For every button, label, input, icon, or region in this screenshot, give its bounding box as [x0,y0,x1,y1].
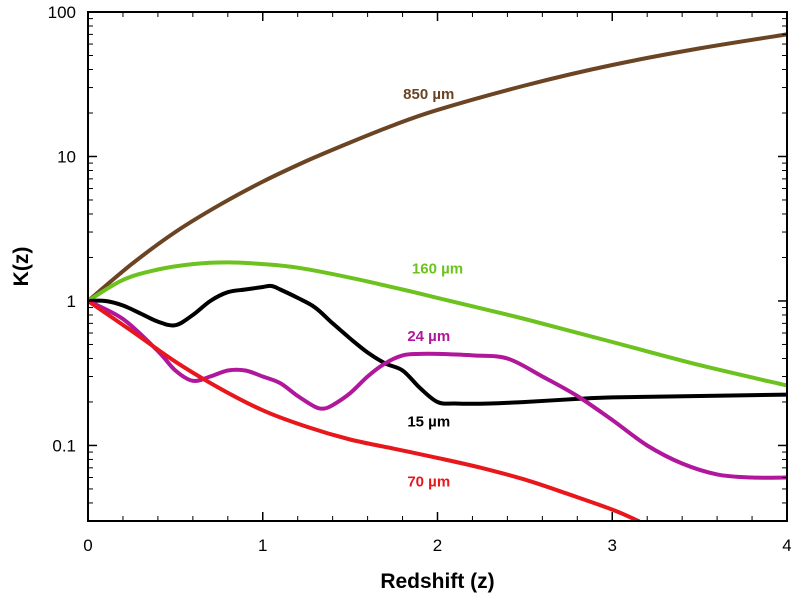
series-label: 24 µm [407,328,450,345]
x-tick-label: 4 [782,536,791,555]
series-line-70-m [88,299,641,521]
series-label: 70 µm [407,473,450,490]
y-tick-label: 1 [67,292,76,311]
tick-labels: 0 1 2 3 4 0.1 1 10 100 [48,3,791,555]
y-tick-label: 100 [48,3,76,22]
series-label: 850 µm [403,86,454,103]
axis-ticks [87,11,788,522]
series-line-850-m [88,32,787,303]
x-tick-label: 2 [433,536,442,555]
series-line-160-m [88,260,787,388]
series-label: 160 µm [412,260,463,277]
y-tick-label: 0.1 [52,436,76,455]
x-tick-label: 1 [258,536,267,555]
series-label: 15 µm [407,414,450,431]
x-tick-label: 0 [83,536,92,555]
series-line-24-m [88,299,787,480]
y-tick-label: 10 [57,147,76,166]
plot-area [88,32,787,521]
x-axis-title: Redshift (z) [380,570,494,593]
series-labels: 850 µm 160 µm 24 µm 15 µm 70 µm [403,86,463,490]
y-axis-title: K(z) [10,247,33,287]
series-line-15-m [88,283,787,406]
x-tick-label: 3 [608,536,617,555]
